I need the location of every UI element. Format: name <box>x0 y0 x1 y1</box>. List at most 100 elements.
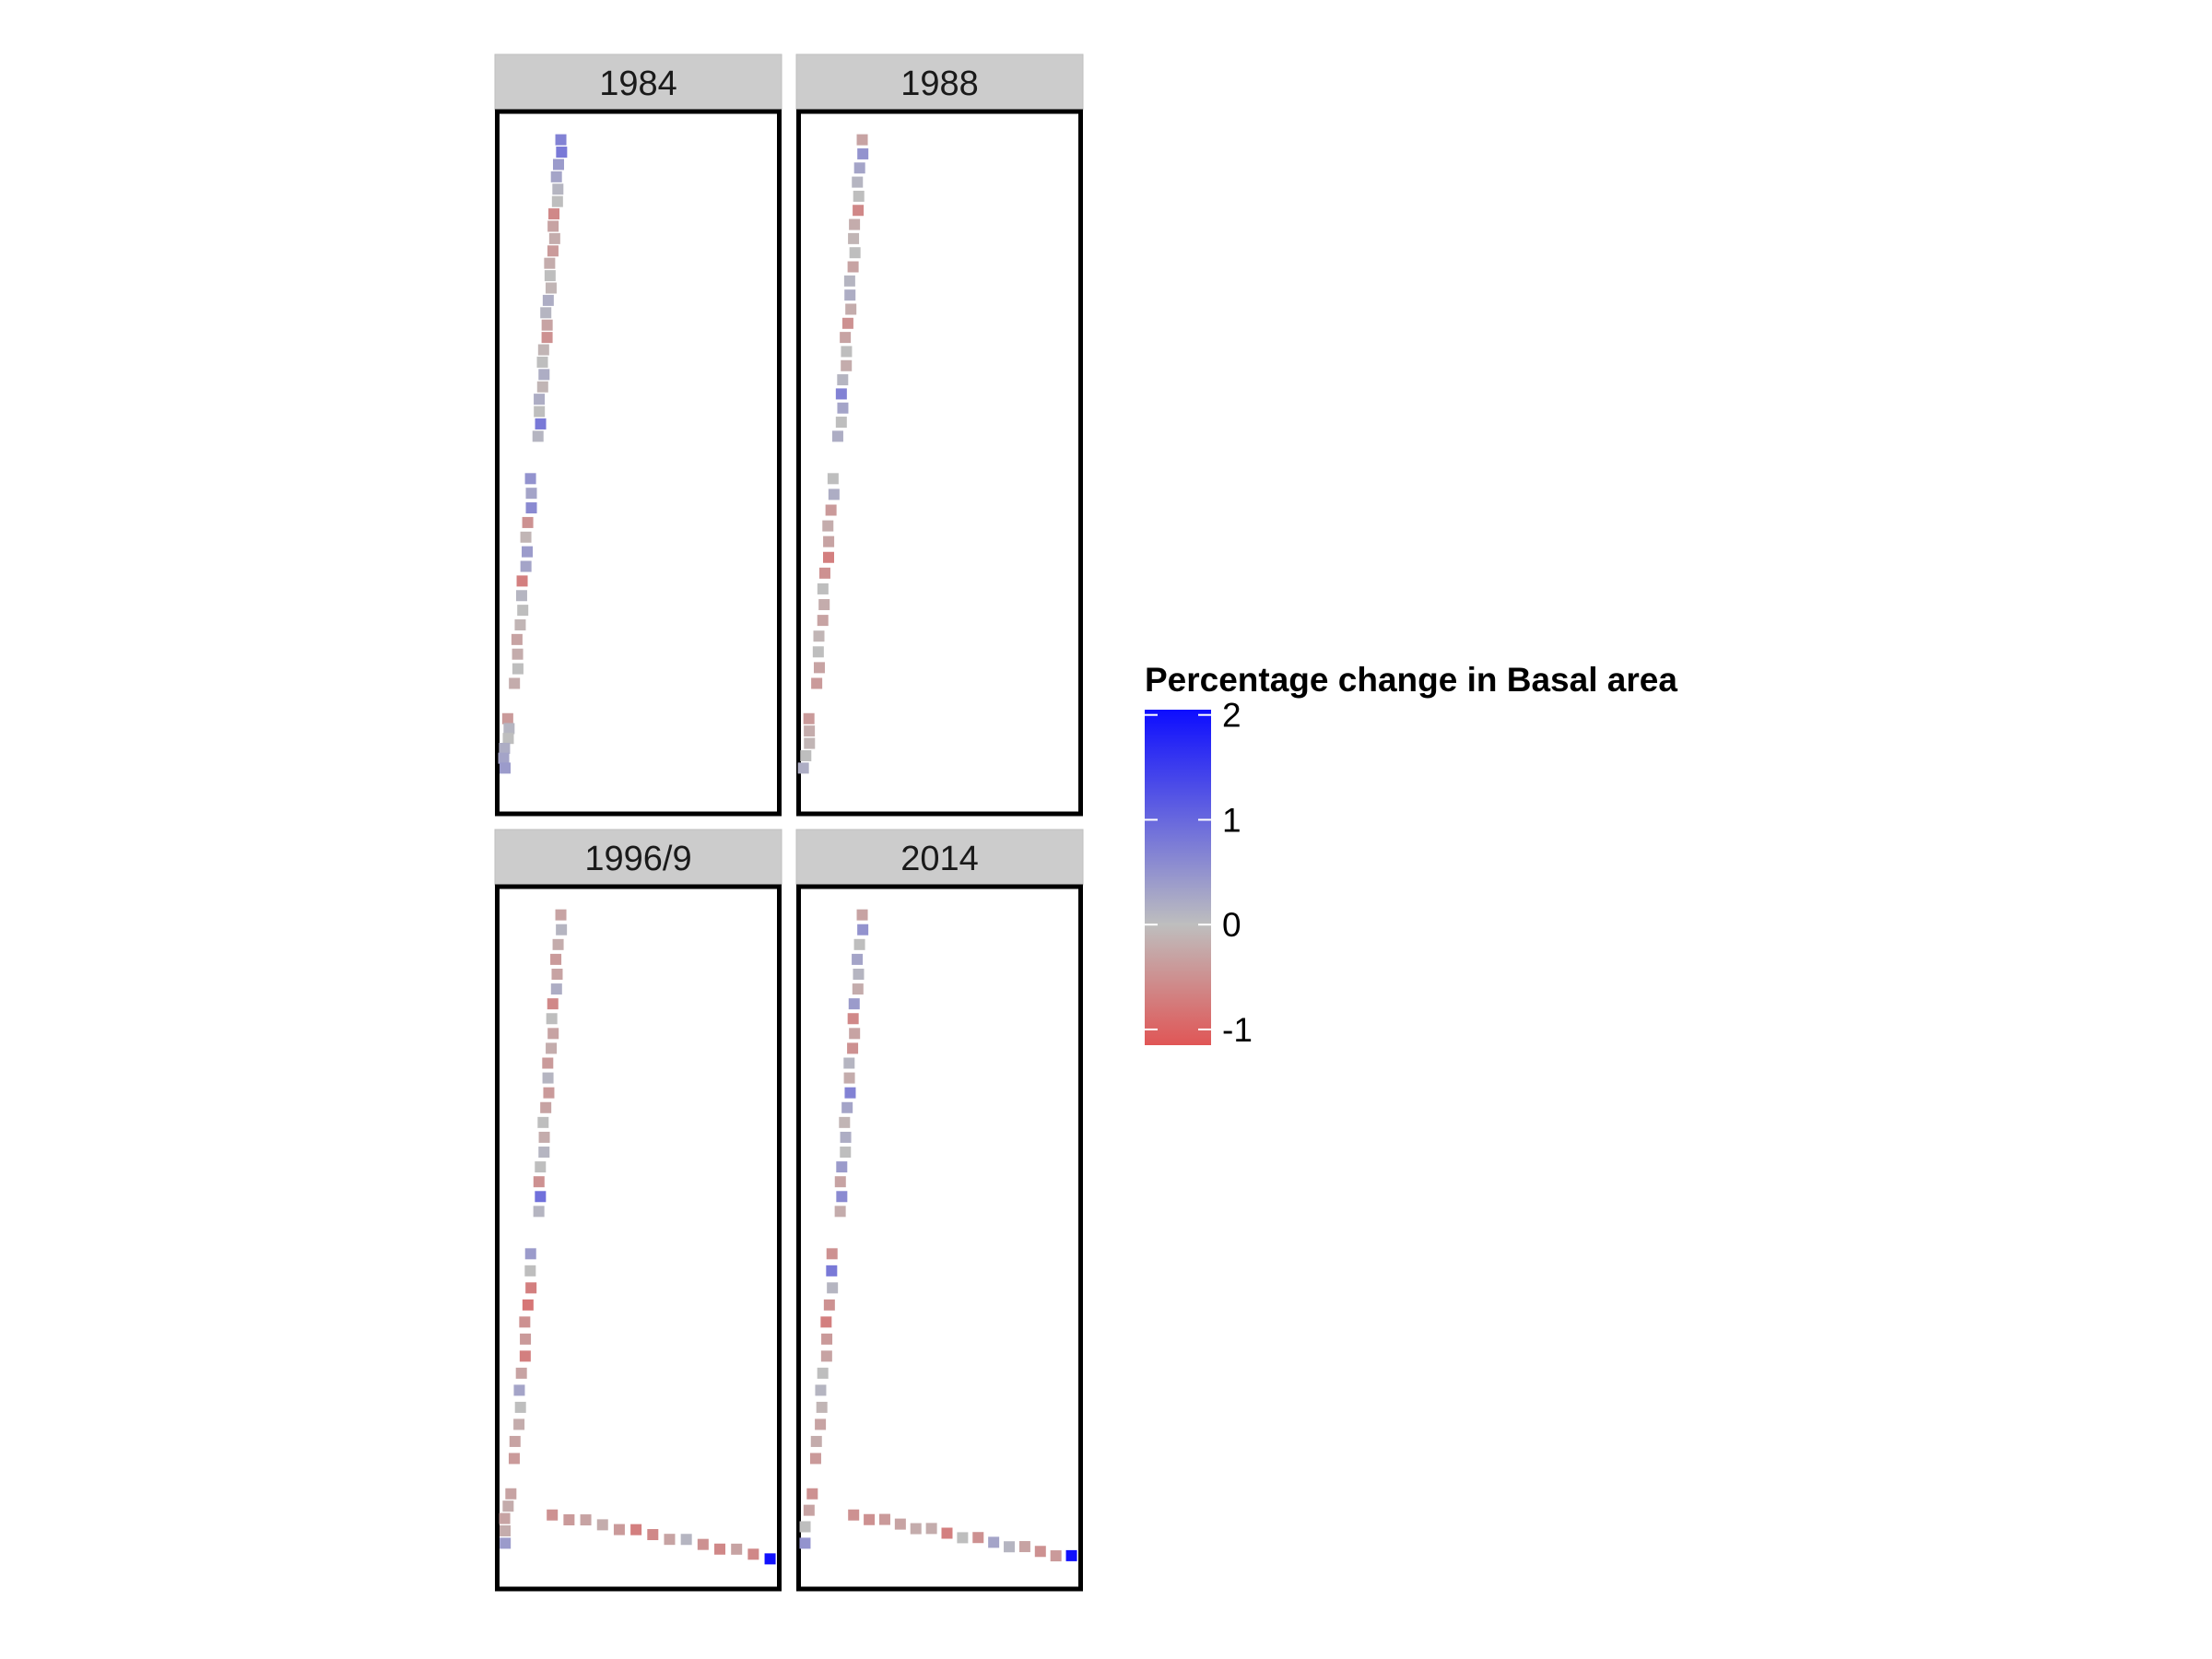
data-cell <box>818 567 830 579</box>
data-cell <box>988 1536 1000 1548</box>
data-cell <box>804 737 816 749</box>
data-cell <box>806 1488 818 1500</box>
data-cell <box>540 307 552 319</box>
data-cell <box>522 1299 534 1311</box>
data-cell <box>849 1028 861 1040</box>
data-cell <box>847 1042 859 1054</box>
data-cell <box>800 749 812 761</box>
data-cell <box>834 1176 846 1188</box>
data-cell <box>852 983 864 995</box>
data-cell <box>538 369 550 381</box>
data-cell <box>556 924 568 935</box>
facet-label: 1984 <box>599 65 677 103</box>
data-cell <box>803 1504 815 1516</box>
data-cell <box>513 1418 525 1430</box>
data-cell <box>499 1512 511 1524</box>
data-cell <box>841 1101 853 1113</box>
data-cell <box>664 1534 676 1546</box>
data-cell <box>500 1537 512 1549</box>
legend-tick-label: -1 <box>1222 1011 1253 1049</box>
data-cell <box>799 1521 811 1533</box>
data-cell <box>843 275 855 287</box>
data-cell <box>845 303 857 315</box>
facet-strip <box>795 53 1084 111</box>
data-cell <box>519 1316 531 1328</box>
data-cell <box>630 1524 642 1535</box>
facet-strip <box>795 829 1084 886</box>
facet-panel: 2014 <box>795 829 1084 1592</box>
data-cell <box>811 677 823 689</box>
data-cell <box>799 1537 811 1549</box>
data-cell <box>853 162 865 174</box>
data-cell <box>563 1514 575 1526</box>
facet-label: 1988 <box>900 65 979 103</box>
data-cell <box>524 473 536 485</box>
data-cell <box>697 1538 709 1550</box>
data-cell <box>550 953 562 965</box>
data-cell <box>540 1101 552 1113</box>
data-cell <box>520 1333 532 1345</box>
data-cell <box>827 473 839 485</box>
data-cell <box>837 374 849 386</box>
data-cell <box>803 712 815 724</box>
data-cell <box>809 1453 821 1465</box>
data-cell <box>852 953 864 965</box>
facet-panel: 1984 <box>494 53 782 817</box>
data-cell <box>538 1131 550 1143</box>
data-cell <box>522 546 534 558</box>
data-cell <box>547 220 559 232</box>
data-cell <box>815 1418 827 1430</box>
data-cell <box>826 1265 838 1277</box>
data-cell <box>818 599 830 611</box>
data-cell <box>848 1509 860 1521</box>
data-cell <box>498 752 510 764</box>
data-cell <box>524 1265 536 1277</box>
facet-panel: 1988 <box>795 53 1084 817</box>
data-cell <box>509 677 521 689</box>
data-cell <box>546 1042 558 1054</box>
facet-label: 2014 <box>900 840 979 878</box>
data-cell <box>840 1147 852 1159</box>
data-cell <box>849 247 861 259</box>
data-cell <box>537 1116 549 1128</box>
data-cell <box>542 1072 554 1084</box>
data-cell <box>516 575 528 587</box>
data-cell <box>508 1453 520 1465</box>
data-cell <box>747 1548 759 1560</box>
data-cell <box>825 504 837 516</box>
data-cell <box>822 520 834 532</box>
data-cell <box>731 1543 743 1555</box>
data-cell <box>525 502 537 514</box>
data-cell <box>848 998 860 1010</box>
data-cell <box>813 630 825 642</box>
data-cell <box>812 646 824 658</box>
data-cell <box>548 232 560 244</box>
data-cell <box>535 1161 547 1173</box>
data-cell <box>839 1116 851 1128</box>
data-cell <box>972 1532 984 1544</box>
data-cell <box>541 319 553 331</box>
data-cell <box>764 1553 776 1565</box>
data-cell <box>856 909 868 921</box>
data-cell <box>941 1527 953 1539</box>
data-cell <box>680 1534 692 1546</box>
data-cell <box>520 531 532 543</box>
data-cell <box>828 488 840 500</box>
data-cell <box>515 590 527 602</box>
facet-panel-frame <box>495 884 782 1592</box>
data-cell <box>647 1529 659 1541</box>
data-cell <box>536 356 548 368</box>
data-cell <box>547 1028 559 1040</box>
facet-panel-frame <box>796 109 1083 817</box>
facet-strip <box>494 53 782 111</box>
data-cell <box>515 1367 527 1379</box>
data-cell <box>548 208 560 220</box>
data-cell <box>857 924 869 935</box>
data-cell <box>547 998 559 1010</box>
color-legend: Percentage change in Basal area 2 1 0 -1 <box>1145 661 1677 1049</box>
data-cell <box>810 1435 822 1447</box>
data-cell <box>547 1509 559 1521</box>
data-cell <box>499 762 511 774</box>
data-cell <box>835 417 847 429</box>
legend-tick-label: 0 <box>1222 906 1241 944</box>
